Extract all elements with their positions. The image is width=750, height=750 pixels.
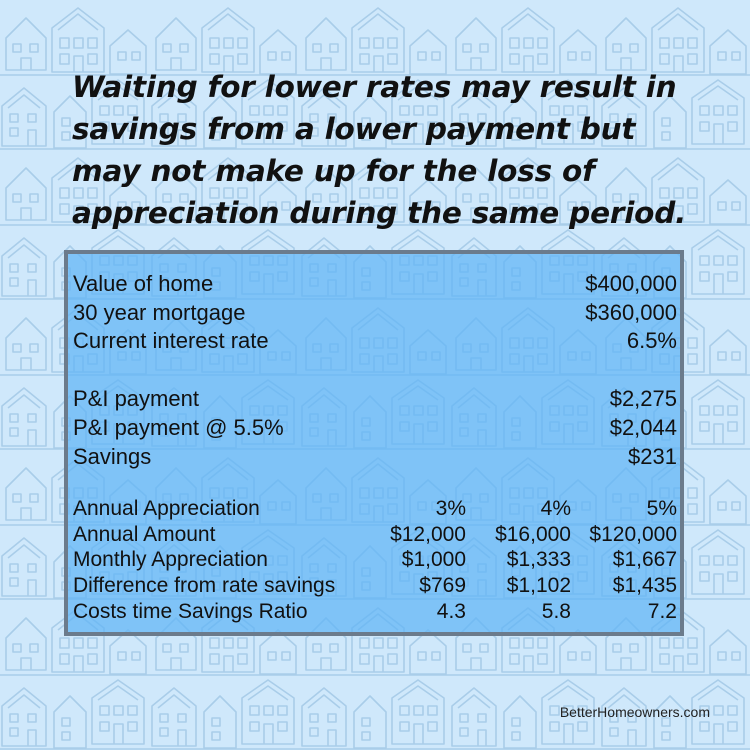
row-label: Current interest rate [73, 328, 269, 354]
cell-3-percent: $769 [419, 574, 466, 597]
calculation-table: Value of home $400,000 30 year mortgage … [73, 270, 677, 624]
row-value: $231 [628, 443, 677, 469]
table-row: Costs time Savings Ratio 4.3 5.8 7.2 [73, 599, 677, 625]
cell-3-percent: $12,000 [390, 522, 466, 546]
cell-5-percent: $120,000 [589, 522, 677, 546]
cell-3-percent: $1,000 [401, 548, 466, 572]
table-row: Annual Appreciation 3% 4% 5% [73, 496, 677, 522]
cell-4-percent: $1,102 [506, 574, 571, 597]
table-row: Savings $231 [73, 443, 677, 472]
cell-5-percent: $1,435 [612, 574, 677, 597]
table-row: P&I payment @ 5.5% $2,044 [73, 414, 677, 443]
cell-5-percent: 5% [646, 497, 677, 521]
row-label: Annual Appreciation [73, 497, 260, 521]
table-row: Difference from rate savings $769 $1,102… [73, 573, 677, 599]
row-value: $2,275 [609, 386, 677, 412]
row-value: $400,000 [585, 271, 677, 296]
row-label: Costs time Savings Ratio [73, 599, 308, 623]
cell-5-percent: 7.2 [647, 599, 677, 623]
cell-5-percent: $1,667 [612, 548, 677, 572]
cell-4-percent: $16,000 [495, 522, 571, 546]
calculation-panel: Value of home $400,000 30 year mortgage … [64, 250, 684, 636]
row-value: $360,000 [585, 299, 677, 325]
row-label: Value of home [73, 271, 214, 296]
row-label: Annual Amount [73, 522, 216, 546]
row-label: Savings [73, 443, 152, 469]
cell-4-percent: $1,333 [506, 548, 571, 572]
table-row: Annual Amount $12,000 $16,000 $120,000 [73, 522, 677, 548]
row-label: Difference from rate savings [73, 574, 336, 597]
table-row: Current interest rate 6.5% [73, 327, 677, 356]
row-label: P&I payment @ 5.5% [73, 414, 284, 440]
table-row: Value of home $400,000 [73, 270, 677, 299]
row-label: P&I payment [73, 386, 199, 412]
row-value: 6.5% [626, 328, 677, 354]
table-row: P&I payment $2,275 [73, 385, 677, 414]
cell-4-percent: 5.8 [541, 599, 571, 623]
cell-3-percent: 4.3 [436, 599, 466, 623]
row-label: Monthly Appreciation [73, 548, 268, 572]
website-credit: BetterHomeowners.com [559, 704, 710, 720]
cell-3-percent: 3% [435, 497, 466, 521]
cell-4-percent: 4% [540, 497, 571, 521]
headline: Waiting for lower rates may result in sa… [72, 70, 687, 230]
row-label: 30 year mortgage [73, 299, 246, 325]
table-row: 30 year mortgage $360,000 [73, 299, 677, 328]
row-value: $2,044 [609, 414, 677, 440]
table-row: Monthly Appreciation $1,000 $1,333 $1,66… [73, 547, 677, 573]
